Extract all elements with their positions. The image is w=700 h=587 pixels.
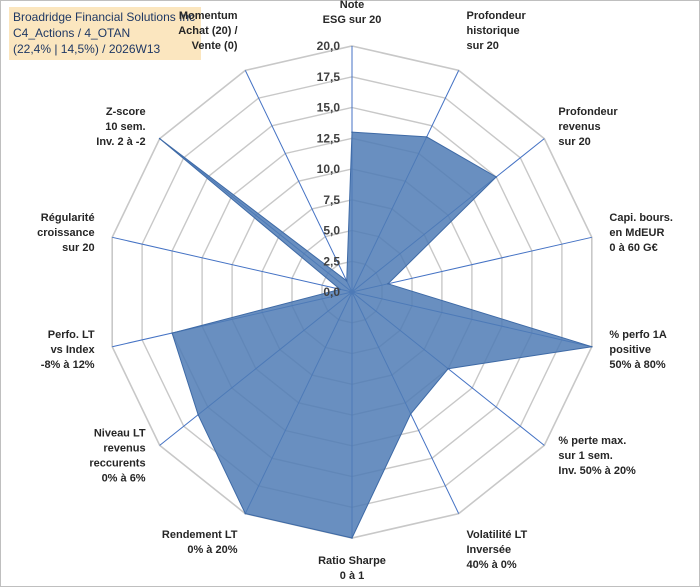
axis-label-7-line-3: 40% à 0% — [467, 559, 517, 571]
axis-label-5-line-1: % perfo 1A — [609, 329, 667, 341]
data-point-12 — [339, 288, 341, 291]
axis-label-4-line-2: en MdEUR — [609, 227, 664, 239]
data-point-2 — [425, 136, 428, 138]
axis-label-13-line-3: Inv. 2 à -2 — [96, 136, 145, 148]
axis-label-2-line-2: historique — [467, 25, 520, 37]
axis-label-1-line-1: Note — [340, 0, 364, 11]
axis-label-11-line-2: vs Index — [51, 344, 96, 356]
axis-label-5: % perfo 1A positive 50% à 80% — [609, 329, 667, 371]
axis-label-5-line-2: positive — [609, 344, 651, 356]
axis-label-1: Note ESG sur 20 — [323, 0, 382, 26]
data-point-9 — [244, 512, 247, 515]
axis-label-13: Z-score 10 sem. Inv. 2 à -2 — [96, 106, 145, 148]
axis-label-11-line-1: Perfo. LT — [48, 329, 95, 341]
data-point-3 — [495, 176, 498, 178]
data-point-11 — [171, 332, 173, 334]
spoke-12 — [112, 236, 353, 293]
axis-label-12-line-1: Régularité — [41, 212, 95, 224]
axis-label-10-line-3: reccurents — [89, 458, 145, 470]
axis-label-12-line-2: croissance — [37, 227, 94, 239]
data-point-5 — [591, 345, 593, 348]
tick-label-8: 20,0 — [317, 39, 341, 53]
axis-label-8: Ratio Sharpe 0 à 1 — [318, 555, 386, 582]
axis-label-4-line-1: Capi. bours. — [609, 212, 673, 224]
chart-title-box: Broadridge Financial Solutions Inc C4_Ac… — [9, 7, 202, 60]
axis-label-4: Capi. bours. en MdEUR 0 à 60 G€ — [609, 212, 673, 254]
radar-series — [158, 131, 593, 539]
title-line-1: Broadridge Financial Solutions Inc — [13, 10, 196, 24]
axis-label-5-line-3: 50% à 80% — [609, 359, 665, 371]
axis-label-8-line-2: 0 à 1 — [340, 570, 364, 582]
data-point-14 — [345, 280, 348, 282]
axis-label-13-line-1: Z-score — [106, 106, 146, 118]
axis-label-8-line-1: Ratio Sharpe — [318, 555, 386, 567]
tick-label-3: 7,5 — [323, 193, 340, 207]
radar-tick-labels: 0,0 2,5 5,0 7,5 10,0 12,5 15,0 17,5 20,0 — [317, 39, 341, 299]
series-area — [159, 131, 592, 539]
axis-label-14-line-3: Vente (0) — [192, 40, 238, 52]
axis-label-6-line-2: sur 1 sem. — [558, 450, 612, 462]
axis-label-2-line-1: Profondeur — [467, 10, 527, 22]
axis-label-7-line-2: Inversée — [467, 544, 512, 556]
axis-label-9-line-2: 0% à 20% — [187, 544, 237, 556]
axis-label-9: Rendement LT 0% à 20% — [162, 529, 238, 556]
data-point-10 — [197, 413, 199, 416]
axis-label-3-line-3: sur 20 — [558, 136, 590, 148]
data-point-8 — [351, 537, 353, 539]
axis-label-2-line-3: sur 20 — [467, 40, 499, 52]
axis-label-14-line-2: Achat (20) / — [178, 25, 237, 37]
axis-label-6-line-3: Inv. 50% à 20% — [558, 465, 636, 477]
axis-label-6-line-1: % perte max. — [558, 435, 626, 447]
tick-label-4: 10,0 — [317, 162, 341, 176]
axis-label-3-line-1: Profondeur — [558, 106, 618, 118]
axis-label-10-line-4: 0% à 6% — [102, 473, 146, 485]
title-line-2: C4_Actions / 4_OTAN — [13, 26, 131, 40]
axis-label-7: Volatilité LT Inversée 40% à 0% — [467, 529, 528, 571]
axis-label-14: Momentum Achat (20) / Vente (0) — [178, 10, 238, 52]
axis-label-12: Régularité croissance sur 20 — [37, 212, 94, 254]
axis-label-11: Perfo. LT vs Index -8% à 12% — [41, 329, 96, 371]
data-point-13 — [158, 137, 161, 140]
tick-label-0: 0,0 — [323, 285, 340, 299]
axis-label-6: % perte max. sur 1 sem. Inv. 50% à 20% — [558, 435, 636, 477]
spoke-14 — [244, 70, 353, 293]
axis-label-13-line-2: 10 sem. — [105, 121, 145, 133]
axis-label-10-line-2: revenus — [103, 443, 145, 455]
axis-label-1-line-2: ESG sur 20 — [323, 14, 382, 26]
data-point-1 — [351, 131, 353, 133]
axis-label-3-line-2: revenus — [558, 121, 600, 133]
spoke-4 — [351, 236, 592, 293]
tick-label-5: 12,5 — [317, 131, 341, 145]
axis-label-11-line-3: -8% à 12% — [41, 359, 95, 371]
axis-label-9-line-1: Rendement LT — [162, 529, 238, 541]
axis-label-12-line-3: sur 20 — [62, 242, 94, 254]
axis-label-2: Profondeur historique sur 20 — [467, 10, 527, 52]
axis-label-3: Profondeur revenus sur 20 — [558, 106, 618, 148]
tick-label-7: 17,5 — [317, 70, 341, 84]
data-point-4 — [387, 283, 389, 285]
data-point-7 — [409, 413, 412, 415]
radar-axis-labels: Note ESG sur 20 Profondeur historique sur 20… — [37, 0, 673, 582]
axis-label-7-line-1: Volatilité LT — [467, 529, 528, 541]
tick-label-1: 2,5 — [323, 254, 340, 268]
axis-label-10: Niveau LT revenus reccurents 0% à 6% — [89, 428, 146, 485]
axis-label-10-line-1: Niveau LT — [94, 428, 146, 440]
data-point-6 — [447, 367, 450, 370]
axis-label-4-line-3: 0 à 60 G€ — [609, 242, 657, 254]
tick-label-6: 15,0 — [317, 101, 341, 115]
tick-label-2: 5,0 — [323, 224, 340, 238]
title-line-3: (22,4% | 14,5%) / 2026W13 — [13, 42, 161, 56]
axis-label-14-line-1: Momentum — [179, 10, 238, 22]
